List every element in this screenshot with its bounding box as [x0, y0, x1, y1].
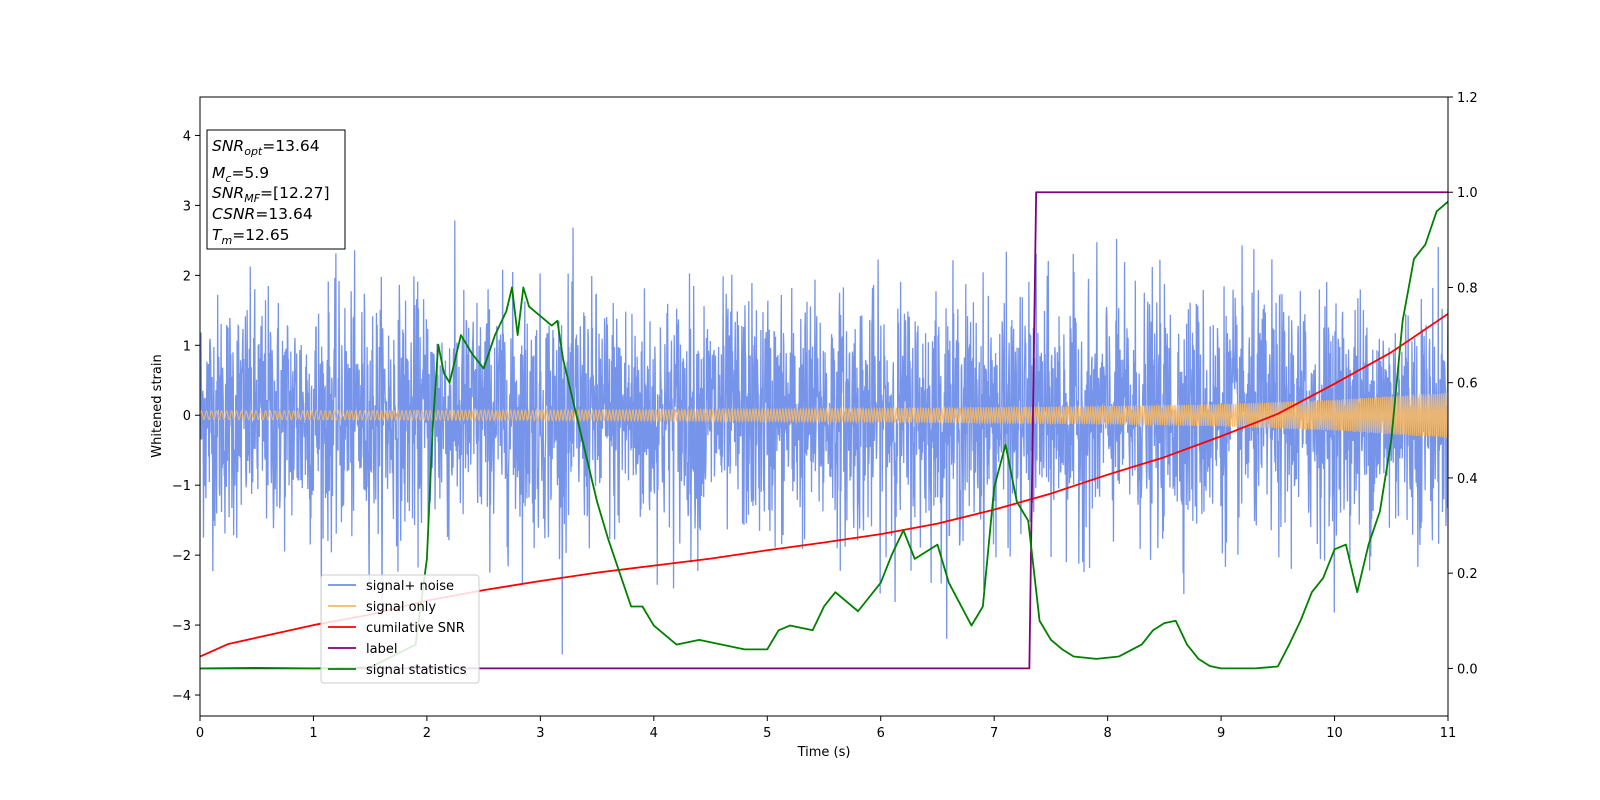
x-tick-label: 2: [423, 726, 431, 741]
signal-statistics-line: [200, 201, 1448, 670]
legend-item-label: label: [328, 642, 397, 657]
legend-label: label: [366, 642, 397, 657]
annotation-mc: Mc=5.9: [212, 164, 269, 185]
signal-only-series: [200, 392, 1448, 438]
legend-item-signal-only: signal only: [328, 600, 436, 615]
legend-label: signal statistics: [366, 663, 467, 678]
signal-plus-noise-line: [200, 220, 1448, 655]
y-left-tick-label: −4: [172, 689, 191, 704]
y-left-tick-label: 2: [183, 269, 191, 284]
x-tick-label: 0: [196, 726, 204, 741]
x-axis-ticks: 0 1 2 3 4 5 6 7 8 9 10 11: [196, 716, 1456, 741]
plot-frame: [199, 96, 1449, 717]
legend-label: signal+ noise: [366, 579, 454, 594]
y-right-tick-label: 0.8: [1457, 281, 1478, 296]
legend-item-signal-plus-noise: signal+ noise: [328, 579, 454, 594]
annotation-snr-opt: SNRopt=13.64: [212, 137, 320, 158]
signal-plus-noise-series: [200, 220, 1448, 655]
y-right-tick-label: 0.0: [1457, 662, 1478, 677]
x-tick-label: 4: [650, 726, 658, 741]
x-axis-label: Time (s): [797, 745, 851, 760]
y-left-tick-label: −3: [172, 619, 191, 634]
legend-label: signal only: [366, 600, 436, 615]
legend-item-cumilative-snr: cumilative SNR: [328, 621, 465, 636]
x-tick-label: 6: [877, 726, 885, 741]
y-left-tick-label: −2: [172, 549, 191, 564]
y-axis-label: Whitened strain: [150, 354, 165, 457]
x-tick-label: 9: [1217, 726, 1225, 741]
y-right-axis-ticks: 0.0 0.2 0.4 0.6 0.8 1.0 1.2: [1448, 91, 1478, 677]
legend: signal+ noise signal only cumilative SNR…: [320, 574, 480, 684]
x-tick-label: 8: [1103, 726, 1111, 741]
signal-only-line: [200, 392, 1448, 438]
y-right-tick-label: 0.4: [1457, 472, 1478, 487]
y-right-tick-label: 1.2: [1457, 91, 1478, 106]
x-tick-label: 3: [536, 726, 544, 741]
y-right-tick-label: 1.0: [1457, 186, 1478, 201]
y-right-tick-label: 0.6: [1457, 377, 1478, 392]
x-tick-label: 5: [763, 726, 771, 741]
y-left-tick-label: 1: [183, 339, 191, 354]
annotation-csnr: CSNR=13.64: [212, 205, 313, 223]
label-line: [200, 191, 1448, 670]
x-tick-label: 7: [990, 726, 998, 741]
y-left-tick-label: −1: [172, 479, 191, 494]
y-left-tick-label: 0: [183, 409, 191, 424]
annotation-tm: Tm=12.65: [212, 226, 290, 247]
x-tick-label: 10: [1326, 726, 1343, 741]
y-right-tick-label: 0.2: [1457, 567, 1478, 582]
x-tick-label: 11: [1440, 726, 1457, 741]
x-tick-label: 1: [309, 726, 317, 741]
annotation-box: SNRopt=13.64 Mc=5.9 SNRMF=[12.27] CSNR=1…: [206, 129, 346, 250]
annotation-snr-mf: SNRMF=[12.27]: [212, 184, 330, 205]
legend-item-signal-statistics: signal statistics: [328, 663, 467, 678]
y-left-tick-label: 4: [183, 129, 191, 144]
legend-label: cumilative SNR: [366, 621, 465, 636]
y-left-tick-label: 3: [183, 199, 191, 214]
y-left-axis-ticks: −4 −3 −2 −1 0 1 2 3 4: [172, 129, 200, 704]
